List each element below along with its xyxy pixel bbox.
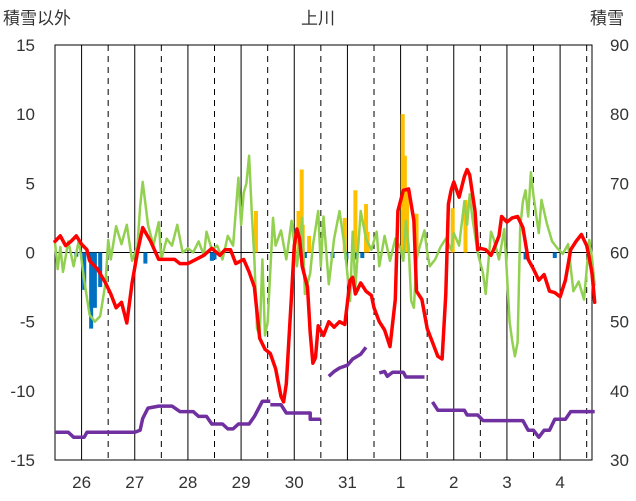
y-left-tick-label: -15 [10,451,35,470]
y-left-tick-label: 10 [16,105,35,124]
y-right-tick-label: 30 [610,451,629,470]
bar-orange [299,169,304,253]
x-day-label: 28 [178,473,197,492]
bar-blue [523,252,528,260]
series-line-purple [327,346,368,378]
bar-orange [450,208,455,253]
bar-blue [98,252,103,288]
x-day-label: 31 [338,473,357,492]
bar-orange [342,217,347,253]
bar-orange [353,190,358,253]
series-line-purple [378,369,425,379]
y-right-tick-label: 70 [610,174,629,193]
x-day-label: 4 [555,473,564,492]
series-line-purple [55,399,271,439]
bar-orange [414,213,419,253]
bar-blue [360,252,365,259]
bar-blue [353,252,358,260]
bar-blue [212,252,217,260]
y-right-tick-label: 60 [610,244,629,263]
y-right-tick-label: 50 [610,313,629,332]
y-right-tick-label: 80 [610,105,629,124]
x-day-label: 3 [502,473,511,492]
x-day-label: 29 [232,473,251,492]
x-day-label: 30 [285,473,304,492]
bar-orange [400,114,405,253]
bar-blue [92,252,97,308]
series-line-purple [431,400,595,439]
bar-orange [402,155,407,253]
bar-blue [143,252,148,264]
y-right-tick-label: 90 [610,36,629,55]
x-day-label: 2 [449,473,458,492]
bar-orange [364,204,369,253]
bar-blue [209,252,214,261]
series-line-purple [270,402,321,421]
bar-orange [307,235,312,253]
left-axis-label: 積雪以外 [3,9,71,29]
right-axis-label: 積雪 [590,9,624,29]
bar-orange [463,199,468,253]
bar-blue [552,252,557,259]
bar-orange [253,211,258,253]
x-day-label: 1 [396,473,405,492]
x-day-label: 27 [125,473,144,492]
y-left-tick-label: -5 [20,313,35,332]
series-line-red [53,167,597,404]
y-left-tick-label: 15 [16,36,35,55]
x-day-label: 26 [72,473,91,492]
y-left-tick-label: 5 [26,174,35,193]
y-left-tick-label: -10 [10,382,35,401]
y-left-tick-label: 0 [26,244,35,263]
chart-title: 上川 [301,9,335,29]
y-right-tick-label: 40 [610,382,629,401]
bar-blue [89,252,94,329]
bar-blue [302,252,307,259]
